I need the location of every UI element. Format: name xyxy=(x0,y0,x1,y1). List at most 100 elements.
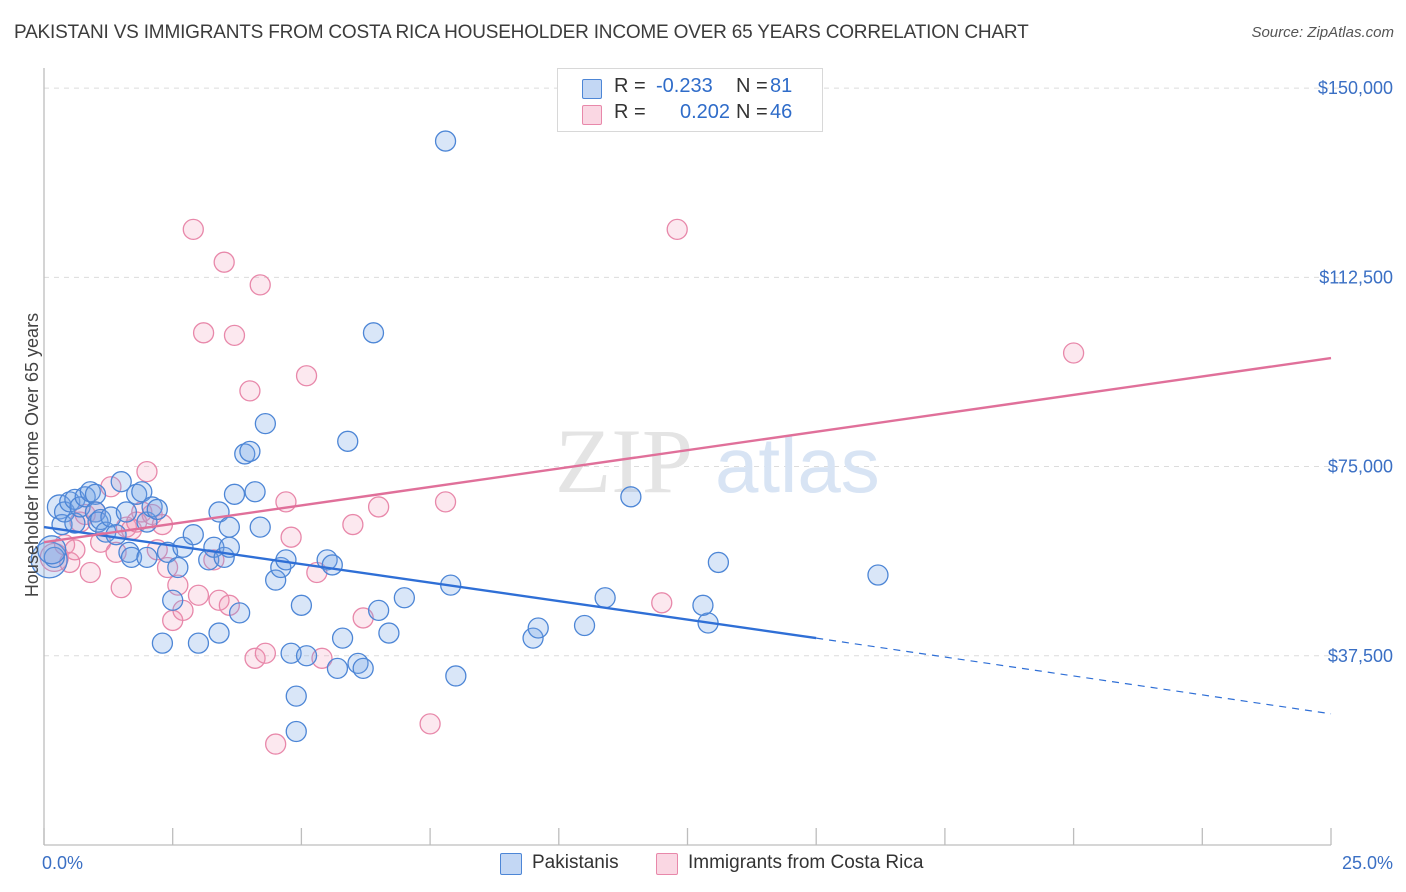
pakistani-point xyxy=(573,614,596,637)
costa-rica-point xyxy=(136,460,158,483)
trend-lines xyxy=(43,356,1332,715)
pakistani-point xyxy=(223,483,246,505)
costa-rica-point xyxy=(100,476,122,498)
costa-rica-point xyxy=(64,539,86,561)
pakistani-point xyxy=(43,546,65,569)
pakistani-point xyxy=(367,599,390,622)
n-label: N = xyxy=(736,101,768,123)
costa-rica-point xyxy=(187,584,210,606)
pakistani-point xyxy=(337,430,359,452)
y-tick-label: $75,000 xyxy=(1328,457,1393,477)
n-value: 81 xyxy=(770,75,793,97)
costa-rica-point xyxy=(1062,342,1085,364)
pakistani-point xyxy=(326,657,349,680)
pakistani-point xyxy=(187,632,210,654)
pakistani-trend-line xyxy=(43,525,817,640)
pakistani-point xyxy=(105,524,127,546)
y-tick-label: $112,500 xyxy=(1319,267,1393,287)
pakistani-point xyxy=(208,622,230,644)
pakistani-point xyxy=(707,551,730,574)
pakistani-point xyxy=(218,516,240,538)
r-label: R = xyxy=(614,101,646,123)
pakistani-point xyxy=(162,589,184,611)
pakistani-point xyxy=(136,546,158,569)
bottom-legend-label: Pakistanis xyxy=(532,852,619,873)
bottom-legend-swatch-blue xyxy=(500,853,522,875)
pakistani-point xyxy=(620,486,642,508)
costa-rica-trend-line xyxy=(43,356,1332,544)
pakistani-point xyxy=(265,569,287,591)
costa-rica-point xyxy=(110,577,132,599)
costa-rica-point xyxy=(666,218,688,241)
pakistani-point xyxy=(146,498,168,521)
chart-source: Source: ZipAtlas.com xyxy=(1251,24,1394,41)
pakistani-point xyxy=(321,554,343,576)
costa-rica-point xyxy=(434,491,457,513)
legend-swatch-pink xyxy=(582,105,602,125)
costa-rica-point xyxy=(208,589,230,611)
pakistani-point xyxy=(393,587,416,609)
costa-rica-point xyxy=(367,496,390,518)
grid xyxy=(44,87,1339,657)
y-tick-label: $150,000 xyxy=(1318,78,1393,98)
costa-rica-point xyxy=(419,713,441,735)
n-value: 46 xyxy=(770,101,793,123)
chart-title: PAKISTANI VS IMMIGRANTS FROM COSTA RICA … xyxy=(14,22,1029,43)
pakistani-point xyxy=(295,645,318,667)
bottom-legend-label: Immigrants from Costa Rica xyxy=(688,852,924,873)
costa-rica-point xyxy=(342,513,364,536)
pakistani-point xyxy=(64,512,86,534)
costa-rica-point xyxy=(265,733,287,755)
pakistani-point xyxy=(244,481,266,503)
costa-rica-point xyxy=(254,642,277,664)
bottom-legend-swatch-pink xyxy=(656,853,678,875)
pakistani-point xyxy=(527,617,549,639)
pakistani-point xyxy=(254,413,277,435)
costa-rica-point xyxy=(311,647,333,669)
r-label: R = xyxy=(614,75,646,97)
pakistani-point xyxy=(445,665,467,687)
costa-rica-point xyxy=(244,647,266,669)
pakistani-point xyxy=(522,627,544,649)
pakistani-point xyxy=(151,632,174,654)
pakistani-point xyxy=(352,657,374,680)
costa-rica-point xyxy=(182,218,204,241)
costa-rica-point xyxy=(651,592,673,614)
legend-swatch-blue xyxy=(582,79,602,99)
x-tick-label: 0.0% xyxy=(42,853,83,873)
pakistani-point xyxy=(110,471,132,493)
pakistani-point xyxy=(182,524,204,546)
pakistani-trend-extension xyxy=(816,637,1332,715)
costa-rica-point xyxy=(280,526,302,548)
costa-rica-point xyxy=(192,322,215,344)
tick-labels: $37,500 $75,000 $112,500 $150,000 0.0% 25.0% xyxy=(42,78,1393,873)
n-label: N = xyxy=(736,75,768,97)
pakistani-point xyxy=(115,501,138,523)
pakistani-point xyxy=(285,720,307,743)
pakistani-point xyxy=(692,594,714,616)
pakistani-point xyxy=(228,602,251,624)
costa-rica-point xyxy=(79,561,101,584)
costa-rica-point xyxy=(295,365,318,387)
pakistani-point xyxy=(280,642,302,664)
pakistani-point xyxy=(594,587,616,609)
watermark-atlas: atlas xyxy=(715,421,880,509)
pakistani-point xyxy=(378,622,400,644)
r-value: -0.233 xyxy=(656,75,713,97)
pakistani-point xyxy=(167,556,189,579)
costa-rica-point xyxy=(213,251,235,273)
x-tick-label: 25.0% xyxy=(1342,853,1393,873)
watermark: ZIP atlas xyxy=(555,410,880,512)
pakistani-point xyxy=(434,130,457,152)
pakistani-point xyxy=(84,483,107,505)
pakistani-point xyxy=(131,481,153,503)
pakistani-point xyxy=(867,564,889,586)
y-axis-label: Householder Income Over 65 years xyxy=(22,313,42,597)
pakistani-point xyxy=(290,594,313,616)
axes xyxy=(43,68,1332,846)
costa-rica-point xyxy=(239,380,261,402)
costa-rica-point xyxy=(223,324,246,346)
r-value: 0.202 xyxy=(680,101,731,123)
stats-legend: R = -0.233 N = 81 R = 0.202 N = 46 xyxy=(557,68,823,132)
